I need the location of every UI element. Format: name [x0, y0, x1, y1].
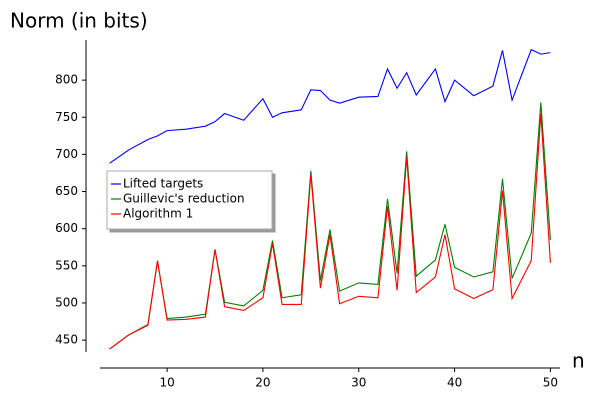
- series-line: [109, 102, 551, 350]
- x-tick-label: 30: [351, 376, 366, 390]
- x-axis-label: n: [572, 349, 585, 373]
- y-tick-label: 450: [55, 333, 78, 347]
- legend-box: [106, 170, 273, 230]
- series-line: [109, 48, 551, 164]
- y-tick-label: 600: [55, 221, 78, 235]
- x-tick-label: 50: [543, 376, 558, 390]
- legend-label: Lifted targets: [123, 177, 203, 191]
- y-tick-label: 550: [55, 258, 78, 272]
- y-tick-label: 650: [55, 184, 78, 198]
- x-tick-label: 10: [159, 376, 174, 390]
- series-line: [109, 113, 551, 350]
- x-tick-label: 20: [255, 376, 270, 390]
- y-tick-label: 500: [55, 295, 78, 309]
- chart-title: Norm (in bits): [10, 9, 148, 33]
- x-tick-label: 40: [447, 376, 462, 390]
- y-tick-label: 800: [55, 73, 78, 87]
- y-tick-label: 700: [55, 147, 78, 161]
- y-tick-label: 750: [55, 110, 78, 124]
- legend-label: Algorithm 1: [123, 207, 193, 221]
- legend-label: Guillevic's reduction: [123, 192, 245, 206]
